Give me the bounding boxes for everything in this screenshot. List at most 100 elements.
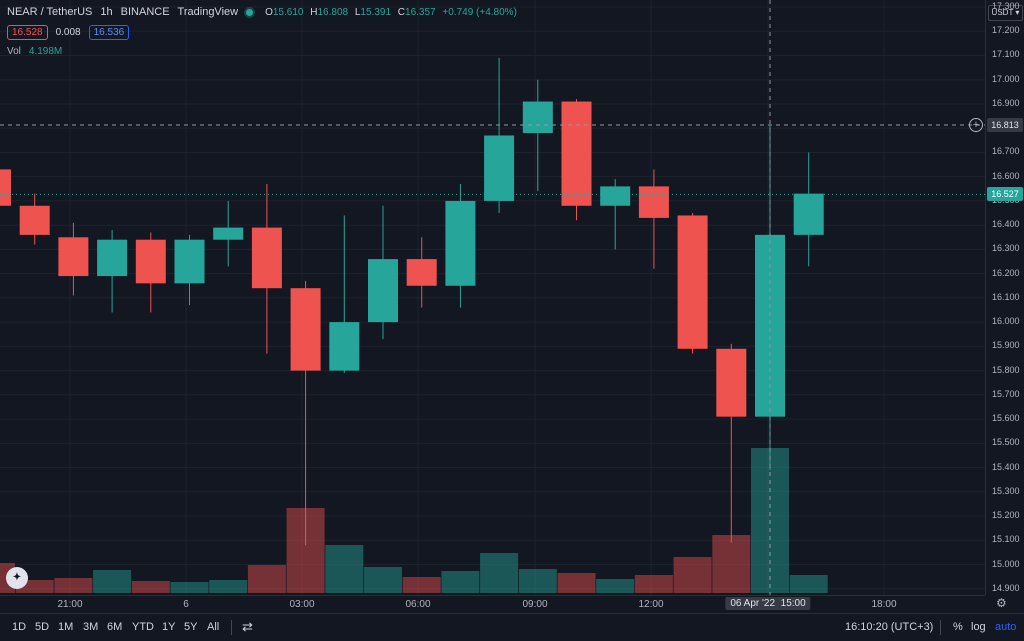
candle-body [716, 348, 747, 417]
volume-bar [325, 545, 364, 593]
candle-body [19, 205, 50, 235]
price-tick-label: 15.400 [992, 461, 1020, 472]
price-tick-label: 15.500 [992, 437, 1020, 448]
candle-body [445, 200, 476, 286]
volume-bar [712, 535, 751, 593]
time-label-0900: 09:00 [522, 599, 548, 610]
volume-bar [480, 553, 519, 593]
percent-scale-toggle[interactable]: % [953, 621, 963, 633]
open-value: 15.610 [272, 6, 304, 18]
volume-label[interactable]: Vol [7, 46, 21, 57]
price-tick-label: 15.300 [992, 485, 1020, 496]
price-tick-label: 16.900 [992, 97, 1020, 108]
spread-value: 0.008 [55, 27, 81, 38]
last-price-tag: 16.527 [987, 187, 1023, 201]
price-tick-label: 16.300 [992, 243, 1020, 254]
timeframe-3m[interactable]: 3M [83, 621, 99, 633]
volume-bar [54, 578, 93, 593]
change-value: +0.749 (+4.80%) [442, 6, 517, 18]
ohlc-values: O15.610 H16.808 L15.391 C16.357 +0.749 (… [265, 7, 525, 18]
auto-scale-toggle[interactable]: auto [995, 621, 1017, 633]
volume-bar [364, 567, 402, 593]
volume-bar [170, 582, 209, 593]
candle-body [174, 239, 205, 284]
timeframe-1y[interactable]: 1Y [162, 621, 176, 633]
divider [940, 620, 941, 635]
volume-bar [93, 570, 132, 593]
symbol-legend: NEAR / TetherUS 1h BINANCE TradingView O… [7, 6, 529, 18]
price-tick-label: 16.200 [992, 267, 1020, 278]
price-tick-label: 16.000 [992, 316, 1020, 327]
bid-price[interactable]: 16.528 [7, 25, 48, 40]
high-label: H [310, 6, 318, 18]
timeframe-5d[interactable]: 5D [35, 621, 50, 633]
timeframe-6m[interactable]: 6M [107, 621, 123, 633]
axis-settings-gear-icon[interactable]: ⚙ [996, 596, 1007, 610]
candle-body [522, 101, 553, 134]
price-tick-label: 15.000 [992, 558, 1020, 569]
currency-selector[interactable]: USDT ▾ [988, 5, 1023, 21]
price-tick-label: 17.000 [992, 73, 1020, 84]
open-label: O [265, 6, 273, 18]
time-label-0600: 06:00 [405, 599, 431, 610]
price-tick-label: 15.600 [992, 413, 1020, 424]
timeframe-5y[interactable]: 5Y [184, 621, 198, 633]
log-scale-toggle[interactable]: log [971, 621, 986, 633]
candle-body [677, 215, 708, 349]
time-label-day-6: 6 [183, 599, 189, 610]
price-tick-label: 16.400 [992, 219, 1020, 230]
volume-bar [596, 579, 635, 593]
symbol-name[interactable]: NEAR / TetherUS [7, 6, 93, 18]
volume-bar [673, 557, 712, 593]
volume-bar [247, 565, 286, 593]
candle-body [290, 288, 321, 371]
candle-body [58, 237, 89, 277]
chevron-down-icon: ▾ [1013, 8, 1020, 17]
price-tick-label: 16.600 [992, 170, 1020, 181]
candle-body [213, 227, 244, 240]
candle-body [0, 169, 11, 206]
time-label-1800: 18:00 [871, 599, 897, 610]
volume-value: 4.198M [28, 46, 63, 57]
bottom-toolbar: 1D 5D 1M 3M 6M YTD 1Y 5Y All ⇄ 16:10:20 … [0, 613, 1024, 641]
candle-body [755, 234, 785, 417]
price-tick-label: 15.800 [992, 364, 1020, 375]
close-value: 16.357 [405, 6, 436, 18]
tradingview-logo[interactable]: ✦ [6, 567, 28, 589]
low-label: L [354, 6, 361, 18]
time-axis[interactable]: 21:00 6 03:00 06:00 09:00 12:00 06 Apr '… [0, 595, 985, 614]
candle-body [484, 135, 515, 201]
price-tick-label: 17.200 [992, 25, 1020, 36]
candle-body [135, 239, 166, 284]
crosshair-add-icon[interactable]: + [969, 118, 983, 132]
candle-body [561, 101, 592, 206]
timeframe-all[interactable]: All [207, 621, 220, 633]
crosshair-hour: 15:00 [780, 598, 806, 609]
low-value: 15.391 [360, 6, 392, 18]
price-tick-label: 15.200 [992, 510, 1020, 521]
chart-pane[interactable]: NEAR / TetherUS 1h BINANCE TradingView O… [0, 0, 985, 595]
date-range-icon[interactable]: ⇄ [242, 619, 253, 634]
source-label: TradingView [177, 6, 239, 18]
volume-bar [634, 575, 673, 593]
candle-body [329, 322, 360, 371]
bid-ask-row: 16.528 0.008 16.536 [7, 25, 137, 40]
clock-timezone[interactable]: 16:10:20 (UTC+3) [845, 621, 934, 633]
price-axis[interactable]: USDT ▾ 17.300 17.200 17.100 17.000 16.900 16.… [985, 0, 1024, 595]
divider [231, 620, 232, 635]
volume-bar [789, 575, 828, 593]
volume-bar [131, 581, 170, 593]
interval-label[interactable]: 1h [100, 6, 113, 18]
volume-bar [557, 573, 596, 593]
price-tick-label: 15.700 [992, 388, 1020, 399]
candlestick-chart[interactable] [0, 0, 985, 595]
timeframe-1m[interactable]: 1M [58, 621, 74, 633]
timeframe-ytd[interactable]: YTD [132, 621, 154, 633]
timeframe-1d[interactable]: 1D [12, 621, 27, 633]
price-tick-label: 15.900 [992, 340, 1020, 351]
candle-body [406, 259, 437, 286]
volume-bar [209, 580, 248, 593]
ask-price[interactable]: 16.536 [88, 25, 130, 40]
price-tick-label: 16.700 [992, 146, 1020, 157]
volume-legend: Vol 4.198M [7, 46, 70, 57]
